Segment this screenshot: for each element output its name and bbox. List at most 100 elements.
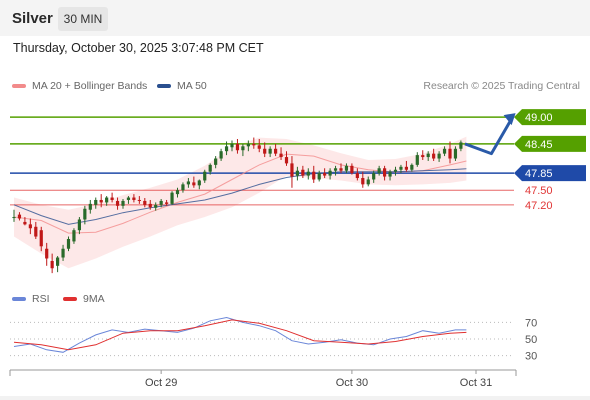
candle-body (94, 199, 98, 205)
chart-header: Silver 30 MIN (0, 0, 590, 36)
candle-body (279, 153, 283, 158)
candle-body (121, 200, 125, 206)
candle-body (333, 168, 338, 171)
candle-body (23, 221, 27, 225)
candle-body (448, 148, 452, 159)
rsi-label: RSI (32, 293, 50, 305)
candle-body (442, 148, 447, 154)
ma50-swatch (157, 84, 171, 89)
candle-body (404, 166, 408, 170)
level-tag-47.50: 47.50 (525, 185, 553, 197)
rsi-tick-30: 30 (525, 351, 537, 363)
timeframe-button[interactable]: 30 MIN (58, 7, 108, 31)
ma9-swatch (63, 297, 77, 302)
candle-body (415, 155, 419, 165)
candle-body (290, 163, 294, 177)
legend-ma20: MA 20 + Bollinger Bands (12, 80, 147, 92)
candle-body (421, 155, 425, 158)
candle-body (350, 165, 354, 174)
candle-body (230, 143, 234, 148)
candle-body (410, 164, 414, 170)
candle-body (181, 184, 185, 191)
candle-body (268, 148, 272, 154)
rsi-swatch (12, 297, 26, 302)
candle-body (453, 148, 458, 159)
candle-body (137, 199, 141, 201)
level-label: 47.85 (525, 168, 553, 180)
candle-body (339, 168, 343, 171)
candle-body (186, 181, 190, 185)
candle-body (219, 151, 223, 159)
credit-text: Research © 2025 Trading Central (423, 80, 580, 92)
candle-body (50, 260, 54, 269)
candle-body (284, 157, 289, 164)
rsi-line (13, 316, 467, 353)
candle-body (437, 153, 441, 159)
candle-body (12, 217, 16, 219)
candle-body (312, 171, 316, 180)
candle-body (383, 168, 387, 177)
instrument-title: Silver (12, 10, 53, 27)
candle-body (274, 148, 278, 154)
candle-body (399, 166, 403, 170)
candle-body (154, 204, 158, 208)
candle-body (241, 146, 245, 151)
candle-body (214, 158, 218, 165)
level-label: 47.20 (525, 200, 553, 212)
rsi-tick-70: 70 (525, 317, 537, 329)
level-tag-47.20: 47.20 (525, 200, 553, 212)
level-label: 48.45 (525, 139, 553, 151)
candle-body (328, 170, 332, 176)
x-tick-label: Oct 31 (460, 377, 492, 389)
candle-body (372, 173, 376, 180)
candle-body (61, 248, 65, 258)
candle-body (246, 143, 250, 147)
candle-body (208, 164, 212, 172)
legend-ma50: MA 50 (157, 80, 207, 92)
candle-body (355, 173, 359, 179)
x-tick-label: Oct 30 (336, 377, 368, 389)
candle-body (170, 192, 174, 204)
scenario-arrow-head (503, 113, 516, 126)
level-tag-49.00: 49.00 (514, 109, 586, 126)
candle-body (317, 173, 321, 180)
candle-body (28, 224, 32, 229)
candle-body (175, 190, 180, 195)
level-tag-shape (514, 135, 586, 152)
level-tag-48.45: 48.45 (514, 135, 586, 152)
candle-body (377, 168, 381, 174)
candle-body (165, 202, 169, 204)
candle-body (235, 143, 240, 151)
candle-body (323, 173, 327, 176)
candle-body (72, 230, 76, 242)
candle-body (45, 248, 49, 259)
candle-body (143, 200, 147, 205)
candle-body (148, 203, 152, 208)
candle-body (257, 145, 261, 149)
bollinger-band (14, 136, 467, 269)
candle-body (393, 169, 398, 172)
candle-body (115, 200, 120, 206)
candle-body (192, 182, 196, 186)
scenario-arrow (464, 116, 514, 156)
rsi-9ma-line (13, 319, 467, 351)
level-label: 49.00 (525, 112, 553, 124)
ma20-label: MA 20 + Bollinger Bands (32, 80, 148, 92)
candle-body (197, 180, 201, 186)
candle-body (306, 171, 310, 176)
candle-body (34, 226, 38, 237)
candle-body (56, 257, 60, 266)
level-tag-47.85: 47.85 (514, 165, 586, 182)
candle-body (224, 146, 229, 152)
candle-body (252, 143, 256, 146)
legend-9ma: 9MA (63, 293, 105, 305)
candle-body (361, 178, 365, 185)
candle-body (105, 197, 109, 203)
candle-body (39, 230, 43, 247)
ma9-label: 9MA (83, 293, 105, 305)
report-datetime: Thursday, October 30, 2025 3:07:48 PM CE… (13, 41, 264, 55)
candle-body (132, 197, 136, 200)
candle-body (388, 171, 392, 177)
candle-body (77, 219, 81, 231)
